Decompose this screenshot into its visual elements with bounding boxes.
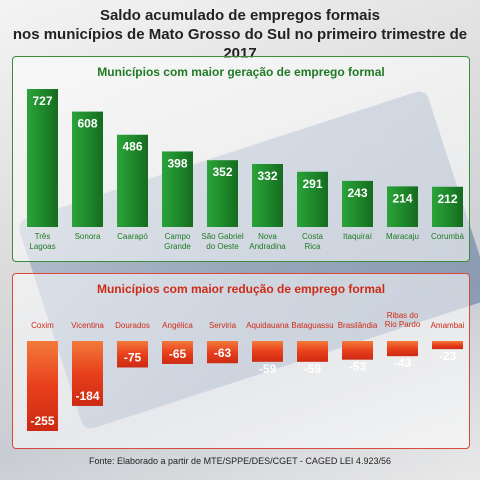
loss-bar	[252, 341, 283, 362]
loss-value-label: -75	[124, 350, 142, 364]
loss-bar	[297, 341, 328, 362]
gain-bar-chart: 727 Três Lagoas 608 Sonora 486 Caarapó 398 Campo…	[27, 89, 465, 251]
loss-category-label: Bataguassu	[291, 321, 333, 330]
loss-value-label: -65	[169, 347, 187, 361]
loss-category-label: Angélica	[162, 321, 193, 330]
loss-category-label: Dourados	[115, 321, 150, 330]
loss-value-label: -63	[214, 346, 232, 360]
loss-category-label: Vicentina	[71, 321, 104, 330]
loss-bar	[432, 341, 463, 350]
gain-value-label: 727	[32, 94, 52, 108]
loss-bar	[342, 341, 373, 360]
gain-category-label: Itaquiraí	[343, 232, 373, 241]
gain-value-label: 243	[347, 186, 367, 200]
loss-bar	[387, 341, 418, 357]
gain-panel: Municípios com maior geração de emprego …	[12, 56, 470, 262]
gain-value-label: 214	[392, 191, 412, 205]
loss-value-label: -59	[304, 362, 322, 376]
gain-value-label: 212	[437, 192, 457, 206]
loss-value-label: -43	[394, 356, 412, 370]
loss-bar	[27, 341, 58, 431]
loss-panel: Municípios com maior redução de emprego …	[12, 273, 470, 449]
gain-bar	[162, 151, 193, 227]
loss-value-label: -53	[349, 360, 367, 374]
loss-bar	[72, 341, 103, 406]
loss-value-label: -59	[259, 362, 277, 376]
gain-value-label: 352	[212, 165, 232, 179]
gain-value-label: 486	[122, 140, 142, 154]
gain-category-label: Corumbá	[431, 232, 464, 241]
gain-bar	[432, 186, 463, 227]
gain-bar	[72, 111, 103, 227]
gain-category-label: Três Lagoas	[29, 232, 55, 251]
loss-panel-title: Municípios com maior redução de emprego …	[96, 282, 386, 296]
gain-category-label: Caarapó	[117, 232, 148, 241]
gain-value-label: 332	[257, 169, 277, 183]
loss-category-label: Ribas do Rio Pardo	[385, 311, 421, 329]
gain-category-label: São Gabriel do Oeste	[201, 232, 243, 251]
gain-category-label: Sonora	[75, 232, 101, 241]
loss-value-label: -184	[75, 389, 99, 403]
loss-category-label: Brasilândia	[338, 321, 378, 330]
loss-category-label: Coxim	[31, 321, 54, 330]
gain-category-label: Campo Grande	[164, 232, 191, 251]
gain-category-label: Nova Andradina	[249, 232, 286, 251]
gain-panel-title: Municípios com maior geração de emprego …	[97, 65, 385, 79]
gain-bar	[297, 171, 328, 227]
loss-category-label: Amambai	[431, 321, 465, 330]
loss-value-label: -255	[30, 414, 54, 428]
loss-value-label: -23	[439, 349, 457, 363]
gain-bar	[207, 160, 238, 227]
gain-value-label: 291	[302, 177, 322, 191]
loss-bar-chart: -255 Coxim -184 Vicentina -75 Dourados -65 Angé…	[27, 311, 465, 431]
loss-bar	[207, 341, 238, 364]
loss-category-label: Serviria	[209, 321, 237, 330]
loss-bar	[162, 341, 193, 364]
gain-bar	[342, 180, 373, 227]
loss-category-label: Aquidauana	[246, 321, 289, 330]
gain-bar	[387, 186, 418, 227]
gain-bar	[252, 163, 283, 227]
gain-value-label: 398	[167, 156, 187, 170]
source-footer: Fonte: Elaborado a partir de MTE/SPPE/DE…	[89, 456, 391, 466]
loss-bar	[117, 341, 148, 368]
gain-bar	[27, 89, 58, 227]
gain-category-label: Costa Rica	[302, 232, 323, 251]
gain-category-label: Maracaju	[386, 232, 419, 241]
chart-title: Saldo acumulado de empregos formais	[99, 7, 381, 24]
gain-value-label: 608	[77, 117, 97, 131]
gain-bar	[117, 134, 148, 227]
